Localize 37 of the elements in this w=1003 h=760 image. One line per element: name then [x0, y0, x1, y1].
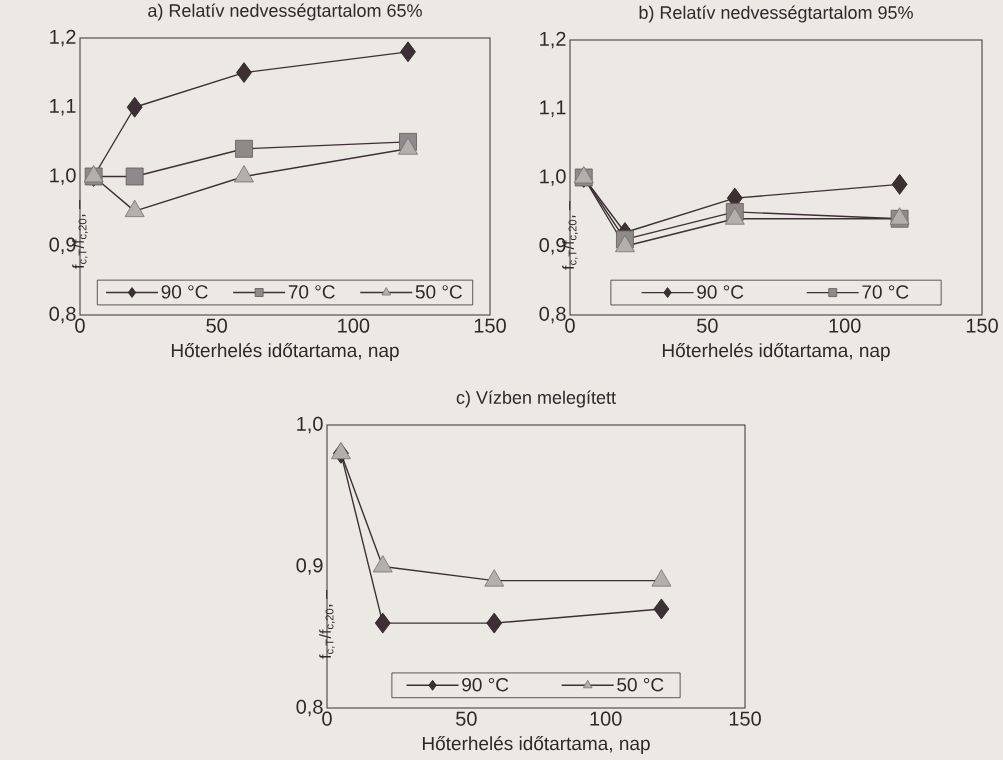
- x-tick-label: 0: [322, 711, 332, 726]
- chart-title: c) Vízben melegített: [456, 390, 616, 408]
- y-tick-label: 0,9: [296, 558, 323, 575]
- x-tick-label: 150: [729, 711, 761, 726]
- x-tick-label: 150: [474, 318, 506, 333]
- x-tick-label: 100: [829, 318, 861, 333]
- y-tick-label: 1,0: [297, 416, 323, 434]
- x-axis-title: Hőterhelés időtartama, nap: [171, 343, 399, 361]
- y-tick-label: 0,8: [49, 306, 76, 324]
- x-tick-label: 50: [697, 318, 718, 333]
- x-axis-title: Hőterhelés időtartama, nap: [422, 736, 650, 754]
- y-axis-title: f$_{c,T}$/f$_{c,20}$, –: [319, 590, 335, 659]
- x-tick-label: 100: [338, 318, 370, 333]
- legend-label: 50 °C: [415, 285, 462, 299]
- x-axis-title: Hőterhelés időtartama, nap: [662, 343, 890, 361]
- x-tick-label: 50: [456, 711, 477, 726]
- x-tick-label: 0: [75, 318, 85, 333]
- legend-label: 70 °C: [288, 285, 335, 299]
- x-tick-label: 150: [966, 318, 998, 333]
- x-tick-label: 50: [206, 318, 227, 333]
- y-tick-label: 1,1: [540, 100, 566, 117]
- chart-title: b) Relatív nedvességtartalom 95%: [639, 5, 913, 23]
- x-tick-label: 100: [590, 711, 622, 726]
- y-tick-label: 1,2: [50, 29, 76, 47]
- y-tick-label: 1,2: [540, 31, 566, 49]
- y-tick-label: 0,8: [539, 306, 566, 324]
- y-tick-label: 0,8: [296, 699, 323, 717]
- legend-label: 90 °C: [697, 285, 744, 299]
- y-tick-label: 1,0: [540, 169, 566, 186]
- legend-label: 90 °C: [462, 677, 509, 692]
- legend-label: 90 °C: [161, 285, 208, 299]
- y-tick-label: 1,0: [50, 168, 76, 185]
- x-tick-label: 0: [565, 318, 575, 333]
- y-tick-label: 1,1: [50, 99, 76, 116]
- legend-label: 70 °C: [862, 285, 909, 299]
- legend-label: 50 °C: [617, 677, 664, 692]
- chart-title: a) Relatív nedvességtartalom 65%: [148, 3, 422, 21]
